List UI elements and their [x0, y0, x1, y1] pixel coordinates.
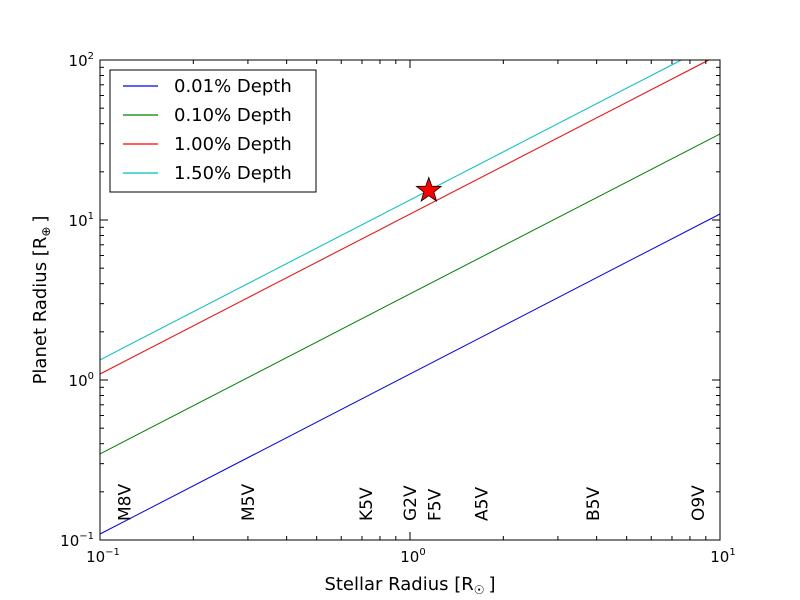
x-axis-label: Stellar Radius [R☉]: [324, 574, 495, 597]
spectral-type-g2v: G2V: [401, 485, 421, 521]
star-marker: [415, 176, 443, 202]
series-line-3: [99, 59, 682, 361]
legend-label-0: 0.01% Depth: [174, 76, 292, 97]
legend-label-2: 1.00% Depth: [174, 134, 292, 155]
spectral-type-o9v: O9V: [689, 485, 709, 521]
spectral-type-m5v: M5V: [239, 484, 259, 521]
legend-label-3: 1.50% Depth: [174, 163, 292, 184]
axis-ticks: [99, 59, 721, 541]
axis-tick-labels: 10−1 100 101 10−1 100 101 102: [60, 51, 736, 566]
spectral-type-m8v: M8V: [116, 484, 136, 521]
legend: 0.01% Depth 0.10% Depth 1.00% Depth 1.50% D…: [109, 69, 317, 193]
spectral-type-labels: M8V M5V K5V G2V F5V A5V B5V O9V: [116, 484, 710, 521]
x-tick-label: 101: [710, 547, 735, 566]
plot-marks: [99, 59, 721, 535]
x-tick-label: 10−1: [86, 547, 120, 566]
y-tick-label: 10−1: [60, 531, 94, 550]
legend-items: 0.01% Depth 0.10% Depth 1.00% Depth 1.50% D…: [123, 76, 292, 184]
series-line-1: [99, 133, 721, 455]
spectral-type-a5v: A5V: [472, 487, 492, 521]
spectral-type-b5v: B5V: [584, 487, 604, 521]
spectral-type-k5v: K5V: [357, 487, 377, 521]
legend-box: [109, 69, 317, 193]
y-tick-label: 100: [69, 371, 94, 390]
y-tick-label: 101: [69, 211, 94, 230]
series-line-2: [99, 59, 710, 375]
series-line-0: [99, 213, 721, 535]
legend-label-1: 0.10% Depth: [174, 105, 292, 126]
y-tick-label: 102: [69, 51, 94, 70]
y-axis-label: Planet Radius [R⊕]: [30, 216, 53, 385]
spectral-type-f5v: F5V: [426, 488, 446, 521]
x-tick-label: 100: [400, 547, 425, 566]
